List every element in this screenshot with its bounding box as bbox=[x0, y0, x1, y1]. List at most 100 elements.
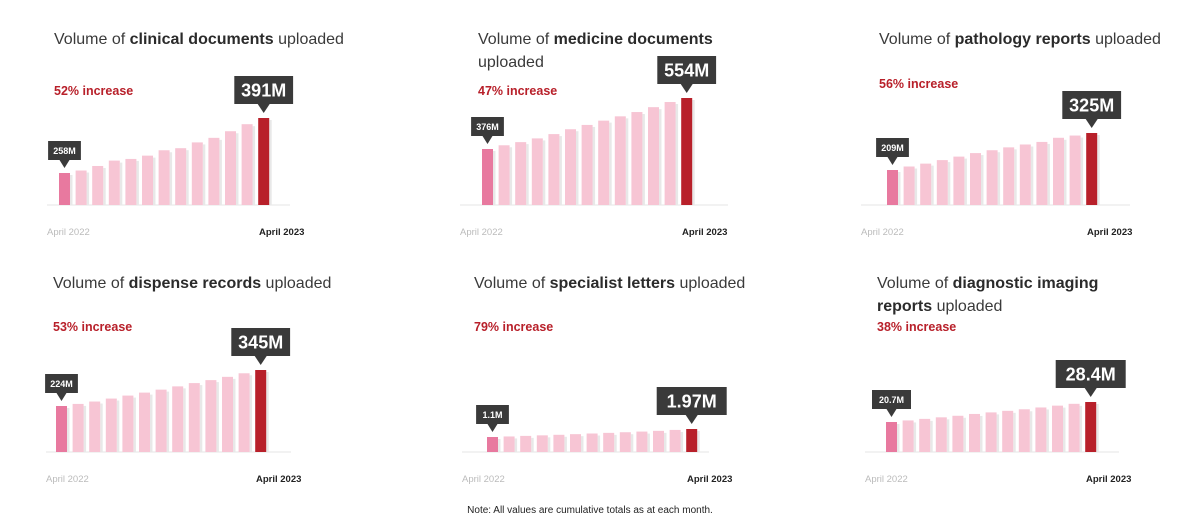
bar bbox=[1035, 407, 1047, 452]
bar-shadow bbox=[664, 432, 667, 452]
bar bbox=[225, 131, 236, 205]
chart-panel-medicine-documents: Volume of medicine documents uploaded 47… bbox=[460, 28, 786, 268]
bar-shadow bbox=[559, 136, 562, 205]
bar bbox=[886, 422, 897, 452]
x-tick-label-start: April 2022 bbox=[462, 474, 505, 485]
bar bbox=[619, 432, 631, 452]
bar-chart: 224M 345M April 2022 April 2023 bbox=[45, 328, 301, 485]
start-value-label: 1.1M bbox=[482, 410, 502, 420]
bar bbox=[1003, 147, 1015, 205]
bar bbox=[570, 434, 581, 452]
footnote: Note: All values are cumulative totals a… bbox=[467, 505, 713, 516]
bar-shadow bbox=[86, 172, 90, 205]
bar-shadow bbox=[625, 118, 629, 205]
bar-shadow bbox=[236, 133, 239, 205]
bar-chart: 209M 325M April 2022 April 2023 bbox=[861, 91, 1132, 238]
x-tick-label-end: April 2023 bbox=[1087, 227, 1132, 238]
bar bbox=[125, 158, 137, 205]
bar-shadow bbox=[514, 438, 518, 452]
increase-label: 52% increase bbox=[54, 84, 134, 98]
start-label-pointer bbox=[59, 160, 70, 168]
bar-shadow bbox=[946, 419, 950, 452]
bar bbox=[653, 430, 664, 452]
bar bbox=[548, 134, 560, 205]
bar-shadow bbox=[1079, 405, 1083, 452]
bar-shadow bbox=[133, 397, 136, 452]
bar-shadow bbox=[898, 172, 901, 205]
bar-shadow bbox=[249, 375, 253, 452]
x-tick-label-start: April 2022 bbox=[47, 227, 90, 238]
bar bbox=[89, 401, 101, 452]
bar bbox=[952, 415, 964, 452]
increase-label: 38% increase bbox=[877, 320, 957, 334]
bar bbox=[581, 124, 593, 205]
bar bbox=[920, 163, 932, 205]
bar bbox=[887, 170, 898, 205]
bar bbox=[686, 429, 698, 452]
bar bbox=[969, 413, 980, 452]
bar bbox=[482, 149, 493, 205]
start-label-pointer bbox=[56, 393, 67, 401]
bar bbox=[603, 432, 615, 452]
bar bbox=[531, 138, 543, 205]
end-value-label: 1.97M bbox=[667, 392, 717, 412]
x-tick-label-end: April 2023 bbox=[259, 227, 304, 238]
bar-shadow bbox=[67, 408, 70, 452]
bar-shadow bbox=[1030, 146, 1034, 205]
end-label-box bbox=[1062, 91, 1122, 119]
end-label-pointer bbox=[685, 415, 698, 424]
bar-shadow bbox=[996, 414, 1000, 452]
bar-shadow bbox=[1063, 407, 1066, 452]
x-tick-label-start: April 2022 bbox=[46, 474, 89, 485]
bar bbox=[614, 116, 626, 205]
bar bbox=[1085, 402, 1097, 452]
bar-shadow bbox=[252, 126, 256, 205]
chart-title: Volume of pathology reports uploaded bbox=[879, 31, 1161, 48]
start-label-pointer bbox=[886, 409, 897, 417]
bar bbox=[191, 142, 203, 205]
bar-shadow bbox=[914, 168, 918, 205]
bar bbox=[586, 433, 598, 452]
bar-shadow bbox=[947, 162, 951, 205]
end-value-label: 554M bbox=[664, 61, 709, 81]
bar bbox=[222, 376, 233, 452]
bar-shadow bbox=[269, 120, 272, 205]
bar-shadow bbox=[153, 157, 156, 205]
bar-shadow bbox=[680, 431, 684, 452]
start-label-box bbox=[471, 117, 504, 136]
bar-shadow bbox=[981, 155, 984, 205]
end-label-pointer bbox=[1084, 388, 1097, 397]
increase-label: 56% increase bbox=[879, 77, 959, 91]
start-label-box bbox=[872, 390, 911, 409]
bar bbox=[241, 124, 253, 205]
bar bbox=[188, 383, 200, 452]
bar bbox=[56, 406, 67, 452]
start-label-box bbox=[45, 374, 78, 393]
bar bbox=[669, 429, 681, 452]
bar-shadow bbox=[564, 436, 567, 452]
bar bbox=[75, 170, 87, 205]
bar-shadow bbox=[493, 151, 496, 205]
bar-shadow bbox=[963, 417, 966, 452]
bar bbox=[565, 129, 576, 205]
bar-shadow bbox=[642, 114, 645, 205]
bar bbox=[1002, 410, 1014, 452]
bar bbox=[1019, 144, 1031, 205]
chart-panel-diagnostic-imaging-reports: Volume of diagnostic imaging reports upl… bbox=[865, 272, 1180, 512]
start-label-box bbox=[876, 138, 909, 157]
bar bbox=[1086, 133, 1098, 205]
bar-shadow bbox=[675, 104, 679, 205]
bar-shadow bbox=[609, 122, 612, 205]
bar bbox=[664, 102, 676, 205]
bar bbox=[515, 142, 527, 205]
start-label-pointer bbox=[487, 424, 498, 432]
bar-shadow bbox=[119, 162, 123, 205]
bar bbox=[498, 145, 510, 205]
bar bbox=[970, 153, 981, 205]
bar-shadow bbox=[526, 144, 529, 205]
bar bbox=[1068, 403, 1080, 452]
bar-shadow bbox=[1014, 149, 1017, 205]
bar-shadow bbox=[166, 391, 170, 452]
end-label-pointer bbox=[680, 84, 693, 93]
bar-shadow bbox=[1096, 404, 1099, 452]
